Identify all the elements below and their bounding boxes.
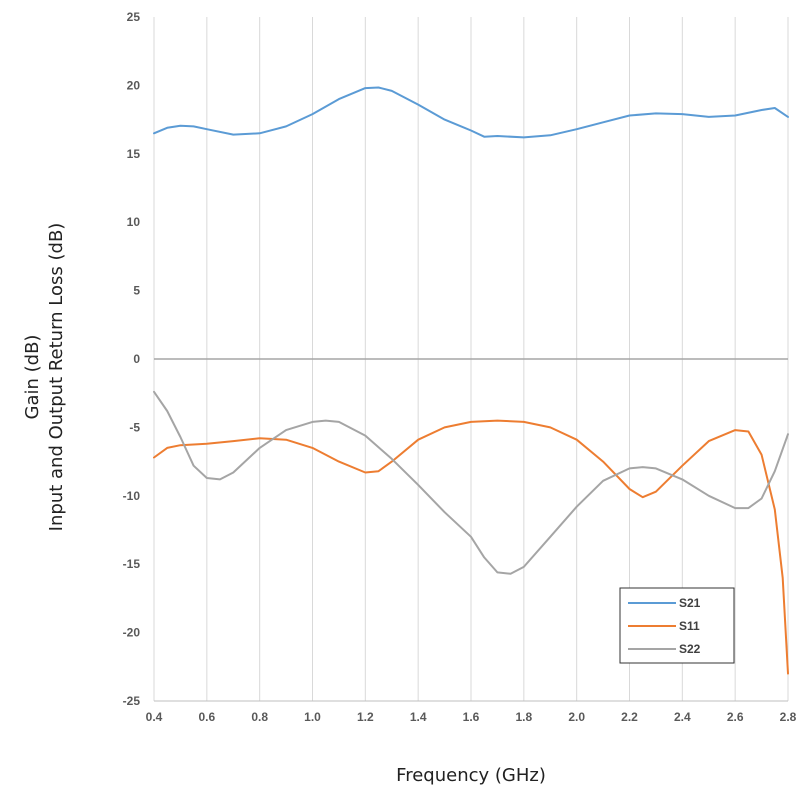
y-tick-label: 10: [127, 215, 141, 229]
x-tick-label: 1.6: [463, 710, 480, 724]
legend-label-s21: S21: [679, 596, 701, 610]
y-axis-title-line-1: Gain (dB): [22, 335, 43, 420]
x-tick-label: 1.0: [304, 710, 321, 724]
x-tick-label: 2.0: [568, 710, 585, 724]
legend-label-s11: S11: [679, 619, 700, 633]
y-tick-label: -10: [123, 489, 141, 503]
y-tick-label: -20: [123, 626, 141, 640]
x-tick-label: 0.4: [146, 710, 163, 724]
legend-label-s22: S22: [679, 642, 701, 656]
y-tick-label: -25: [123, 694, 141, 708]
x-tick-label: 2.8: [780, 710, 797, 724]
legend: S21 S11 S22: [619, 587, 735, 664]
y-tick-label: 25: [127, 10, 141, 24]
x-tick-label: 0.6: [198, 710, 215, 724]
x-tick-label: 1.8: [515, 710, 532, 724]
series-line-s11: [153, 419, 789, 675]
y-axis-title-line-2: Input and Output Return Loss (dB): [46, 223, 67, 532]
series-lines: [153, 86, 789, 675]
series-line-s21: [153, 86, 789, 139]
y-tick-label: 5: [133, 284, 140, 298]
y-tick-label: 0: [133, 352, 140, 366]
y-tick-label: -5: [129, 420, 140, 434]
x-tick-label: 0.8: [251, 710, 268, 724]
y-tick-label: 20: [127, 78, 141, 92]
series-line-s22: [153, 390, 789, 575]
x-tick-label: 1.4: [410, 710, 427, 724]
x-tick-label: 2.2: [621, 710, 638, 724]
x-axis-title: Frequency (GHz): [396, 765, 546, 786]
x-tick-label: 1.2: [357, 710, 374, 724]
axes: [154, 358, 788, 702]
x-tick-label: 2.6: [727, 710, 744, 724]
x-tick-label: 2.4: [674, 710, 691, 724]
y-tick-label: 15: [127, 147, 141, 161]
y-tick-label: -15: [123, 557, 141, 571]
tick-labels: 0.4 0.6 0.8 1.0 1.2 1.4 1.6 1.8 2.0 2.2 2.4 2.6 2.8 2…: [123, 10, 797, 724]
